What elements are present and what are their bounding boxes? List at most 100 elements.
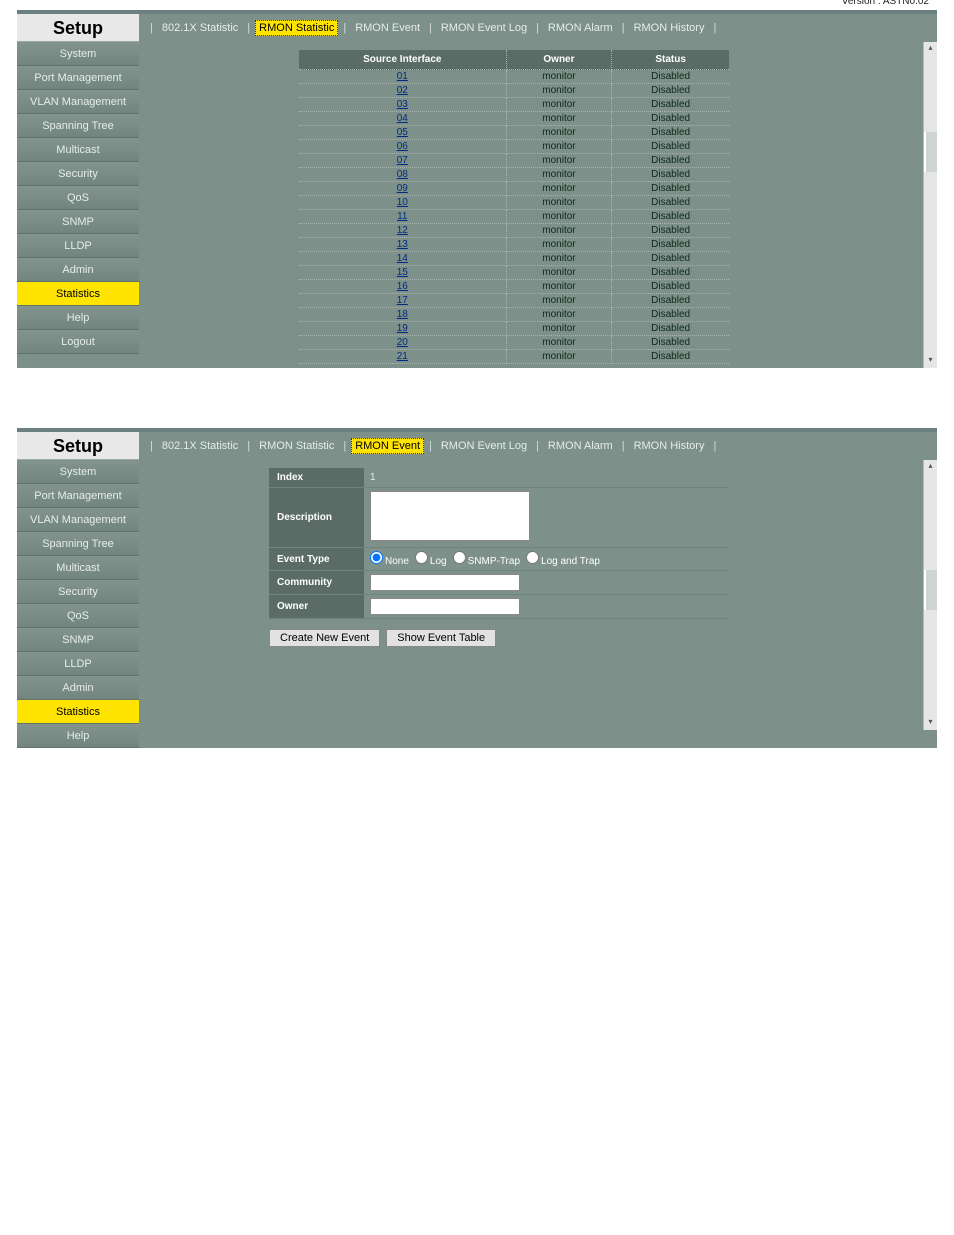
owner-cell: monitor xyxy=(506,126,612,140)
vertical-scrollbar[interactable]: ▴ ▾ xyxy=(923,42,937,368)
interface-link[interactable]: 03 xyxy=(299,98,506,112)
table-row: 06monitorDisabled xyxy=(299,140,729,154)
scroll-up-icon[interactable]: ▴ xyxy=(924,42,937,56)
tab-rmon-history[interactable]: RMON History xyxy=(630,20,709,36)
sidebar-item-statistics[interactable]: Statistics xyxy=(17,282,139,306)
interface-link[interactable]: 11 xyxy=(299,210,506,224)
panel-container: Setup SystemPort ManagementVLAN Manageme… xyxy=(17,428,937,748)
event-type-radio[interactable] xyxy=(415,551,428,564)
sidebar-item-statistics[interactable]: Statistics xyxy=(17,700,139,724)
interface-link[interactable]: 15 xyxy=(299,266,506,280)
show-event-table-button[interactable]: Show Event Table xyxy=(386,629,496,647)
interface-link[interactable]: 05 xyxy=(299,126,506,140)
owner-cell: monitor xyxy=(506,280,612,294)
table-row: 20monitorDisabled xyxy=(299,336,729,350)
scroll-down-icon[interactable]: ▾ xyxy=(924,716,937,730)
sidebar-item-qos[interactable]: QoS xyxy=(17,186,139,210)
tab-separator: | xyxy=(617,440,630,452)
interface-link[interactable]: 01 xyxy=(299,70,506,84)
sidebar-item-port-management[interactable]: Port Management xyxy=(17,484,139,508)
interface-link[interactable]: 02 xyxy=(299,84,506,98)
event-type-option[interactable]: SNMP-Trap xyxy=(453,551,520,567)
tab-rmon-event-log[interactable]: RMON Event Log xyxy=(437,438,531,454)
interface-link[interactable]: 09 xyxy=(299,182,506,196)
interface-link[interactable]: 07 xyxy=(299,154,506,168)
interface-link[interactable]: 14 xyxy=(299,252,506,266)
interface-link[interactable]: 12 xyxy=(299,224,506,238)
description-textarea[interactable] xyxy=(370,491,530,541)
tab-rmon-event[interactable]: RMON Event xyxy=(351,438,424,454)
interface-link[interactable]: 13 xyxy=(299,238,506,252)
sidebar-item-multicast[interactable]: Multicast xyxy=(17,556,139,580)
sidebar-item-logout[interactable]: Logout xyxy=(17,330,139,354)
sidebar-item-security[interactable]: Security xyxy=(17,580,139,604)
sidebar-item-spanning-tree[interactable]: Spanning Tree xyxy=(17,114,139,138)
tab-802-1x-statistic[interactable]: 802.1X Statistic xyxy=(158,20,242,36)
event-type-radio[interactable] xyxy=(453,551,466,564)
status-cell: Disabled xyxy=(612,210,729,224)
column-header-owner: Owner xyxy=(506,50,612,70)
event-type-option[interactable]: None xyxy=(370,551,409,567)
sidebar-item-lldp[interactable]: LLDP xyxy=(17,234,139,258)
interface-link[interactable]: 17 xyxy=(299,294,506,308)
table-row: 02monitorDisabled xyxy=(299,84,729,98)
status-cell: Disabled xyxy=(612,266,729,280)
owner-input[interactable] xyxy=(370,598,520,615)
owner-cell: monitor xyxy=(506,350,612,364)
table-row: 14monitorDisabled xyxy=(299,252,729,266)
tab-separator: | xyxy=(242,440,255,452)
sidebar-item-system[interactable]: System xyxy=(17,460,139,484)
sidebar-item-spanning-tree[interactable]: Spanning Tree xyxy=(17,532,139,556)
tab-rmon-alarm[interactable]: RMON Alarm xyxy=(544,20,617,36)
interface-link[interactable]: 16 xyxy=(299,280,506,294)
owner-cell: monitor xyxy=(506,210,612,224)
event-type-option[interactable]: Log xyxy=(415,551,447,567)
interface-link[interactable]: 10 xyxy=(299,196,506,210)
interface-link[interactable]: 06 xyxy=(299,140,506,154)
owner-cell: monitor xyxy=(506,238,612,252)
sidebar-item-qos[interactable]: QoS xyxy=(17,604,139,628)
scroll-down-icon[interactable]: ▾ xyxy=(924,354,937,368)
table-row: 15monitorDisabled xyxy=(299,266,729,280)
sidebar-item-vlan-management[interactable]: VLAN Management xyxy=(17,90,139,114)
sidebar-item-vlan-management[interactable]: VLAN Management xyxy=(17,508,139,532)
table-row: 09monitorDisabled xyxy=(299,182,729,196)
create-new-event-button[interactable]: Create New Event xyxy=(269,629,380,647)
tab-rmon-statistic[interactable]: RMON Statistic xyxy=(255,20,338,36)
event-type-option[interactable]: Log and Trap xyxy=(526,551,600,567)
scroll-thumb[interactable] xyxy=(924,570,937,610)
sidebar-item-lldp[interactable]: LLDP xyxy=(17,652,139,676)
interface-link[interactable]: 20 xyxy=(299,336,506,350)
event-type-radio[interactable] xyxy=(370,551,383,564)
scroll-up-icon[interactable]: ▴ xyxy=(924,460,937,474)
interface-link[interactable]: 08 xyxy=(299,168,506,182)
status-cell: Disabled xyxy=(612,70,729,84)
tab-rmon-history[interactable]: RMON History xyxy=(630,438,709,454)
interface-link[interactable]: 21 xyxy=(299,350,506,364)
scroll-thumb[interactable] xyxy=(924,132,937,172)
sidebar-item-snmp[interactable]: SNMP xyxy=(17,628,139,652)
sidebar-item-help[interactable]: Help xyxy=(17,306,139,330)
sidebar-title: Setup xyxy=(17,14,139,42)
sidebar-item-admin[interactable]: Admin xyxy=(17,676,139,700)
sidebar-item-multicast[interactable]: Multicast xyxy=(17,138,139,162)
vertical-scrollbar[interactable]: ▴ ▾ xyxy=(923,460,937,730)
sidebar-item-admin[interactable]: Admin xyxy=(17,258,139,282)
interface-link[interactable]: 19 xyxy=(299,322,506,336)
community-input[interactable] xyxy=(370,574,520,591)
sidebar-item-port-management[interactable]: Port Management xyxy=(17,66,139,90)
interface-link[interactable]: 18 xyxy=(299,308,506,322)
sidebar-item-snmp[interactable]: SNMP xyxy=(17,210,139,234)
status-cell: Disabled xyxy=(612,350,729,364)
interface-link[interactable]: 04 xyxy=(299,112,506,126)
tab-rmon-statistic[interactable]: RMON Statistic xyxy=(255,438,338,454)
tab-802-1x-statistic[interactable]: 802.1X Statistic xyxy=(158,438,242,454)
tab-rmon-alarm[interactable]: RMON Alarm xyxy=(544,438,617,454)
sidebar-item-help[interactable]: Help xyxy=(17,724,139,748)
sidebar-item-security[interactable]: Security xyxy=(17,162,139,186)
sidebar-item-system[interactable]: System xyxy=(17,42,139,66)
content-area: |802.1X Statistic|RMON Statistic|RMON Ev… xyxy=(139,14,937,368)
event-type-radio[interactable] xyxy=(526,551,539,564)
tab-rmon-event-log[interactable]: RMON Event Log xyxy=(437,20,531,36)
tab-rmon-event[interactable]: RMON Event xyxy=(351,20,424,36)
